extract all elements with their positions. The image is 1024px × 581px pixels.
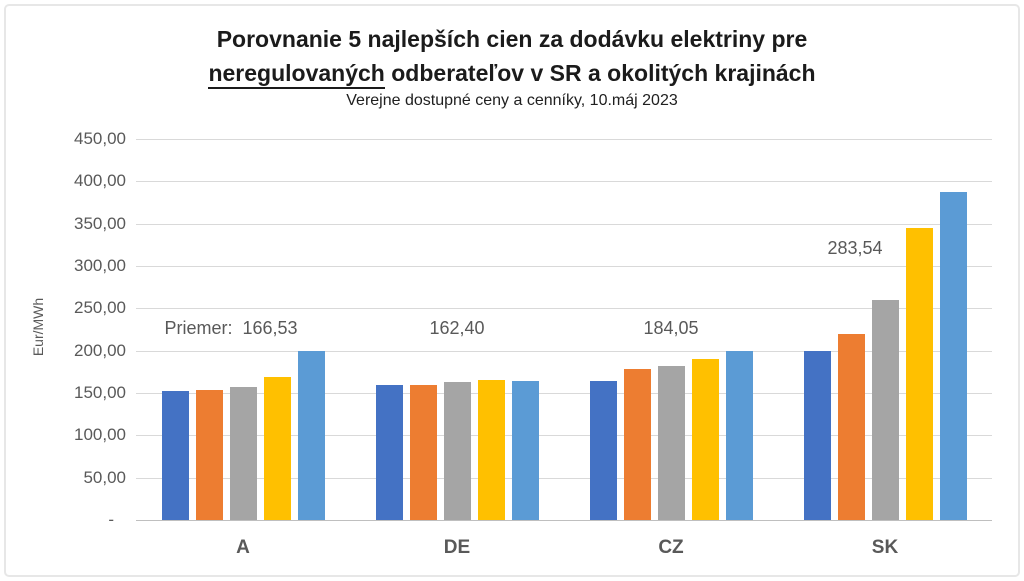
annotation-label: 283,54 [827,238,883,259]
y-tick-label: - [108,510,114,529]
bar [195,389,223,520]
gridline [136,350,992,352]
chart-title: Porovnanie 5 najlepších cien za dodávku … [0,22,1024,90]
y-tick-label: 400,00 [74,171,126,191]
y-tick-label: 350,00 [74,213,126,233]
bar [409,385,437,520]
bar [229,387,257,520]
bar [161,391,189,520]
chart-title-line-2-rest: odberateľov v SR a okolitých krajinách [384,60,816,86]
bar [589,381,617,520]
bar [837,333,865,520]
gridline [136,139,992,140]
gridline [136,181,992,183]
bar-group [136,139,350,520]
bar [725,350,753,520]
category-label: SK [871,537,899,558]
gridline [136,477,992,479]
x-axis-line [136,520,992,521]
annotation-label: 184,05 [643,317,699,338]
bar [905,227,933,520]
bar [691,359,719,520]
bar [297,350,325,520]
bar [623,369,651,520]
category-label: DE [443,537,471,558]
category-label: A [236,537,250,558]
y-tick-label: 50,00 [83,467,126,487]
chart-title-line-2: neregulovaných odberateľov v SR a okolit… [0,56,1024,90]
gridline [136,393,992,394]
bar [263,376,291,520]
y-tick-label: 200,00 [74,340,126,360]
bar [375,385,403,520]
chart-title-underlined-word: neregulovaných [208,60,385,89]
y-tick-label: 100,00 [74,425,126,445]
category-label: CZ [658,537,684,558]
chart-title-line-1: Porovnanie 5 najlepších cien za dodávku … [216,26,808,52]
gridline [136,308,992,310]
chart-subtitle: Verejne dostupné ceny a cenníky, 10.máj … [346,92,678,109]
gridline [136,435,992,437]
bar [939,191,967,520]
bar-group [350,139,564,520]
bar [803,350,831,520]
annotation-label: Priemer: 166,53 [164,317,298,338]
y-tick-label: 300,00 [74,256,126,275]
bar-group [564,139,778,520]
annotation-label: 162,40 [429,317,485,338]
bar [443,382,471,520]
bar [511,381,539,520]
gridline [136,266,992,267]
y-tick-label: 250,00 [74,298,126,318]
bar [477,380,505,520]
bar [871,299,899,520]
y-tick-label: 450,00 [74,129,126,148]
gridline [136,223,992,225]
y-tick-label: 150,00 [74,383,126,402]
bar-group [778,139,992,520]
bar [657,365,685,520]
